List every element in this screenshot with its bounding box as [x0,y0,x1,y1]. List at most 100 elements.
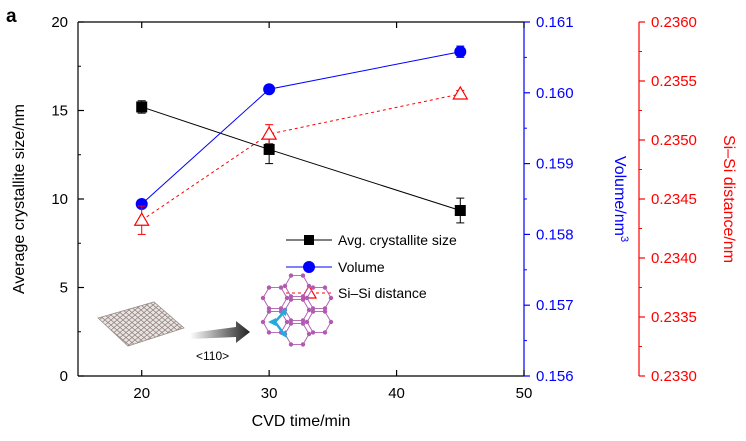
lattice-atom [306,307,312,313]
lattice-atom [288,342,294,347]
inset-illustration: <110> [97,273,334,363]
panel-label: a [6,6,17,27]
lattice-atom [266,309,272,314]
legend-label-avg: Avg. crystallite size [338,232,457,248]
sisi-axis-tick-label: 0.2330 [651,368,697,385]
volume-axis-tick-label: 0.158 [536,226,574,243]
lattice-atom [300,273,306,278]
lattice-atom [288,321,294,326]
lattice-atom [266,330,272,335]
lattice-atom [300,321,306,326]
lattice-atom [288,318,294,323]
lattice-atom [322,285,328,290]
volume-axis-label-sup: 3 [618,236,630,242]
lattice-atom [300,318,306,323]
series-line-0 [141,106,461,211]
direction-label: <110> [196,349,229,363]
lattice-atom [284,295,290,301]
data-point [454,45,467,58]
lattice-atom [300,294,306,299]
data-point [263,143,275,155]
volume-axis-label-text: Volume/nm [611,156,628,236]
x-tick-label: 40 [388,385,405,402]
sisi-axis-label: Si–Si distance/nm [720,135,737,263]
legend-label-sisi: Si–Si distance [338,285,427,301]
lattice-atom [284,319,290,325]
legend-marker-volume [303,261,315,273]
lattice-atom [300,342,306,347]
x-axis-label: CVD time/min [252,413,351,430]
lattice-atom [304,295,310,301]
lattice-atom [266,285,272,290]
legend-marker-avg [304,235,314,245]
volume-axis-tick-label: 0.160 [536,85,574,102]
lattice-atom [322,330,328,335]
lattice-vector-b [274,321,285,335]
lattice-atom [278,306,284,311]
lattice-atom [300,297,306,302]
lattice-vector-c-head [268,318,276,326]
lattice-atom [306,331,312,337]
lattice-atom [282,283,288,289]
legend: Avg. crystallite size Volume Si–Si dista… [286,232,457,301]
left-axis-tick-label: 5 [60,280,68,297]
lattice-atom [310,330,316,335]
lattice-atom [310,309,316,314]
volume-axis-tick-label: 0.159 [536,156,574,173]
x-tick-label: 30 [261,385,278,402]
silicon-sheet-image [97,301,185,347]
data-point [135,197,148,210]
lattice-atom [288,297,294,302]
lattice-atom [328,295,334,301]
data-point [261,125,278,140]
legend-label-volume: Volume [338,259,385,275]
lattice-atom [306,283,312,289]
hexagonal-lattice [260,273,334,347]
left-axis-tick-label: 20 [51,14,68,31]
lattice-hexagon [284,323,310,345]
volume-axis-tick-label: 0.156 [536,368,574,385]
left-axis-tick-label: 15 [51,103,68,120]
axis-ticks: 20 30 40 50 0 5 10 15 20 0.156 0.157 0.158 0.159 0.16… [51,14,697,402]
lattice-atom [260,295,266,301]
lattice-hexagon [306,311,332,333]
lattice-atom [288,273,294,278]
lattice-hexagon [262,287,288,309]
lattice-vector-b-head [280,330,287,338]
lattice-atom [304,319,310,325]
lattice-atom [278,285,284,290]
lattice-vector-a-head [280,308,287,316]
lattice-hexagon [284,299,310,321]
sisi-axis-tick-label: 0.2355 [651,73,697,90]
left-axis-label: Average crystallite size/nm [11,104,28,294]
left-axis-tick-label: 10 [51,191,68,208]
volume-axis-label: Volume/nm3 [611,156,630,242]
x-tick-label: 20 [133,385,150,402]
data-point [136,101,148,113]
lattice-atom [266,306,272,311]
x-tick-label: 50 [516,385,533,402]
sisi-axis-tick-label: 0.2340 [651,250,697,267]
sisi-axis-tick-label: 0.2360 [651,14,697,31]
lattice-atom [310,306,316,311]
lattice-atom [310,285,316,290]
lattice-atom [260,319,266,325]
left-axis-tick-label: 0 [60,368,68,385]
direction-arrow-icon [190,321,250,343]
sisi-axis-tick-label: 0.2335 [651,309,697,326]
lattice-atom [322,309,328,314]
lattice-atom [288,294,294,299]
data-point [133,212,150,226]
lattice-atom [328,319,334,325]
volume-axis-tick-label: 0.161 [536,14,574,31]
data-point [454,205,466,217]
sisi-axis-tick-label: 0.2345 [651,191,697,208]
lattice-atom [322,306,328,311]
volume-axis-tick-label: 0.157 [536,297,574,314]
data-point [452,85,469,100]
sisi-axis-tick-label: 0.2350 [651,132,697,149]
series-line-2 [141,93,461,221]
data-point [263,83,276,96]
series-layer [133,45,469,235]
